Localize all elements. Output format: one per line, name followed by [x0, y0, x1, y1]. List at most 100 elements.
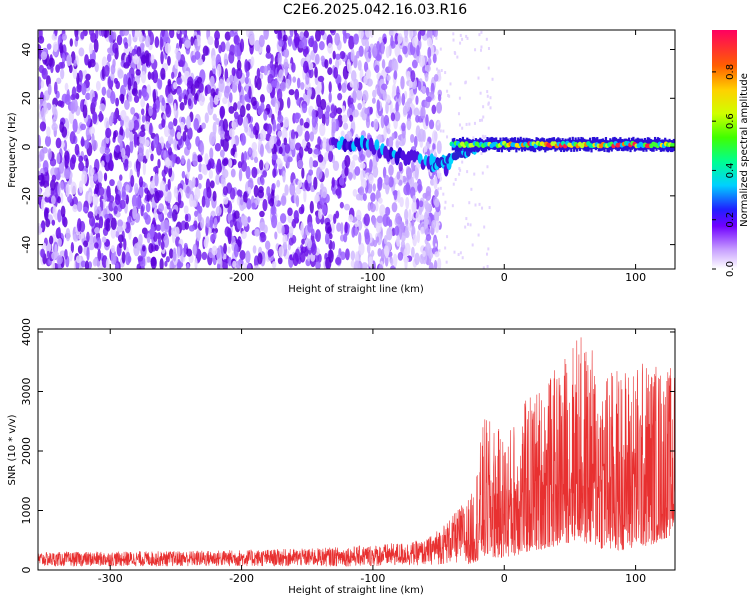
heatmap-cell	[346, 130, 353, 144]
heatmap-cell	[179, 101, 185, 111]
heatmap-cell	[318, 40, 325, 51]
heatmap-cell	[186, 263, 190, 269]
heatmap-cell	[344, 221, 348, 234]
heatmap-cell	[325, 256, 332, 269]
heatmap-cell	[125, 184, 130, 193]
heatmap-cell	[40, 222, 45, 229]
heatmap-cell	[59, 100, 65, 108]
heatmap-cell	[432, 53, 437, 64]
x-tick-label: -300	[98, 572, 123, 585]
heatmap-cell	[46, 243, 52, 251]
heatmap-cell	[145, 148, 150, 160]
heatmap-cell	[348, 97, 354, 105]
heatmap-cell	[173, 117, 178, 127]
heatmap-cell	[355, 193, 363, 201]
heatmap-cell	[324, 167, 330, 179]
heatmap-cell	[280, 195, 287, 207]
heatmap-cell	[228, 128, 235, 138]
heatmap-cell	[438, 120, 441, 124]
heatmap-cell	[93, 173, 98, 182]
heatmap-cell	[297, 159, 304, 169]
heatmap-cell	[266, 186, 271, 197]
heatmap-cell	[439, 186, 442, 190]
heatmap-cell	[265, 142, 270, 152]
heatmap-cell	[263, 65, 268, 76]
heatmap-cell	[177, 191, 182, 206]
heatmap-cell	[38, 58, 41, 68]
heatmap-cell	[148, 122, 153, 136]
heatmap-cell	[229, 187, 236, 200]
heatmap-cell	[417, 184, 423, 193]
heatmap-cell	[257, 189, 265, 199]
heatmap-cell	[400, 240, 406, 248]
heatmap-cell	[372, 183, 376, 192]
heatmap-cell	[86, 231, 90, 243]
heatmap-cell	[81, 82, 87, 96]
heatmap-cell	[322, 140, 327, 150]
heatmap-cell	[117, 219, 124, 228]
heatmap-cell	[91, 133, 95, 146]
heatmap-cell	[167, 55, 171, 66]
heatmap-cell	[591, 137, 595, 150]
heatmap-cell	[172, 247, 177, 262]
heatmap-cell	[125, 56, 130, 67]
heatmap-cell	[244, 58, 249, 73]
heatmap-cell	[348, 214, 354, 223]
heatmap-cell	[222, 186, 229, 196]
heatmap-cell	[259, 210, 265, 218]
heatmap-cell	[52, 49, 59, 57]
heatmap-cell	[84, 139, 90, 150]
heatmap-cell	[85, 73, 91, 81]
heatmap-cell	[248, 31, 255, 41]
heatmap-cell	[219, 149, 225, 158]
heatmap-cell	[474, 203, 477, 207]
heatmap-cell	[446, 235, 449, 239]
heatmap-cell	[177, 246, 181, 259]
heatmap-cell	[262, 170, 268, 178]
heatmap-cell	[231, 67, 236, 77]
heatmap-cell	[336, 186, 341, 199]
heatmap-cell	[153, 136, 159, 149]
heatmap-cell	[484, 135, 487, 139]
heatmap-cell	[169, 260, 175, 269]
heatmap-cell	[87, 61, 92, 68]
heatmap-cell	[132, 205, 138, 220]
y-tick-label: -40	[20, 236, 33, 254]
heatmap-cell	[245, 166, 251, 180]
heatmap-cell	[416, 44, 420, 57]
heatmap-cell	[153, 166, 159, 173]
heatmap-cell	[205, 198, 210, 208]
heatmap-cell	[388, 30, 395, 37]
heatmap-cell	[338, 176, 345, 186]
heatmap-cell	[247, 262, 252, 269]
heatmap-cell	[359, 153, 366, 162]
heatmap-cell	[459, 33, 462, 37]
heatmap-cell	[303, 30, 309, 39]
heatmap-cell	[124, 42, 129, 49]
heatmap-cell	[337, 82, 342, 92]
heatmap-cell	[308, 169, 314, 176]
heatmap-cell	[90, 167, 95, 176]
heatmap-cell	[604, 137, 608, 150]
heatmap-cell	[358, 30, 364, 40]
heatmap-cell	[418, 200, 424, 208]
heatmap-cell	[194, 80, 200, 89]
heatmap-cell	[200, 142, 205, 156]
heatmap-cell	[358, 45, 364, 57]
heatmap-cell	[451, 204, 454, 208]
heatmap-cell	[417, 30, 422, 41]
heatmap-cell	[86, 246, 90, 261]
heatmap-cell	[113, 205, 118, 215]
heatmap-cell	[355, 50, 360, 59]
heatmap-cell	[124, 99, 130, 110]
heatmap-cell	[60, 68, 65, 80]
heatmap-cell	[320, 55, 325, 63]
heatmap-cell	[396, 85, 400, 99]
heatmap-cell	[186, 158, 191, 173]
heatmap-cell	[258, 34, 265, 48]
heatmap-cell	[222, 96, 228, 105]
heatmap-cell	[133, 119, 140, 131]
heatmap-cell	[405, 181, 411, 194]
heatmap-cell	[351, 226, 356, 238]
heatmap-cell	[385, 46, 390, 59]
